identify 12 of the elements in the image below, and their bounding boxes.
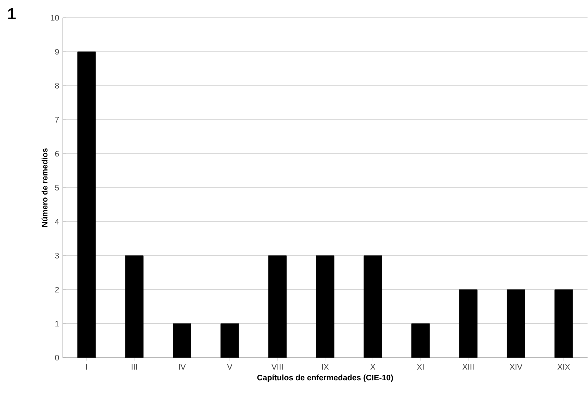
- bar: [173, 324, 192, 358]
- bar: [364, 256, 382, 358]
- bar: [507, 290, 526, 358]
- bar: [412, 324, 430, 358]
- bar: [125, 256, 144, 358]
- bar: [554, 290, 574, 358]
- bar: [316, 256, 335, 358]
- bar: [459, 290, 478, 358]
- bar: [220, 324, 240, 358]
- text: 1: [8, 8, 16, 20]
- bar: [78, 52, 96, 358]
- bar: [268, 256, 287, 358]
